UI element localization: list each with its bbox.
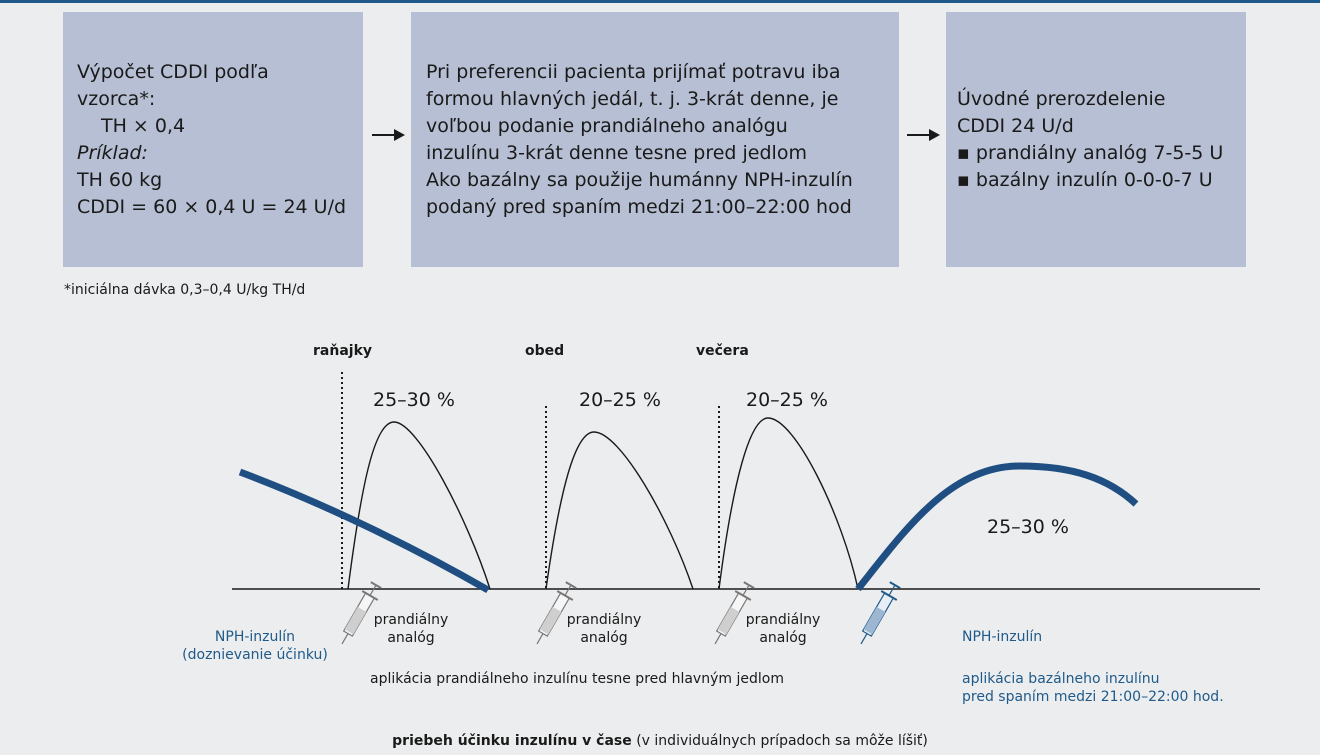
syringe-icon bbox=[536, 581, 577, 645]
nph-basal-curve bbox=[855, 462, 1139, 592]
prandial-label-breakfast: prandiálny analóg bbox=[373, 612, 449, 646]
breakfast-prandial-curve bbox=[347, 421, 491, 590]
lunch-label: obed bbox=[525, 343, 565, 359]
syringe-icon bbox=[341, 581, 382, 645]
lunch-prandial-curve bbox=[545, 431, 694, 590]
dinner-prandial-curve bbox=[718, 417, 859, 590]
dinner-percentage: 20–25 % bbox=[746, 389, 828, 411]
preference-line-6: podaný pred spaním medzi 21:00–22:00 hod bbox=[426, 195, 852, 218]
footnote: *iniciálna dávka 0,3–0,4 U/kg TH/d bbox=[64, 282, 306, 298]
nph-basal-label: NPH-inzulín bbox=[962, 629, 1043, 645]
distribution-bullet-2: ▪ bazálny inzulín 0-0-0-7 U bbox=[957, 168, 1213, 191]
formula: TH × 0,4 bbox=[101, 114, 186, 137]
distribution-box: Úvodné prerozdelenie CDDI 24 U/d ▪ prand… bbox=[946, 12, 1246, 267]
dinner-label: večera bbox=[696, 343, 749, 359]
breakfast-percentage: 25–30 % bbox=[373, 389, 455, 411]
nph-waning-label: NPH-inzulín (doznievanie účinku) bbox=[182, 629, 328, 663]
preference-box: Pri preferencii pacienta prijímať potrav… bbox=[411, 12, 899, 267]
syringe-icon bbox=[714, 581, 755, 645]
diagram-caption: priebeh účinku inzulínu v čase (v indivi… bbox=[0, 733, 1320, 749]
caption-normal: (v individuálnych prípadoch sa môže líši… bbox=[631, 733, 928, 749]
example-result: CDDI = 60 × 0,4 U = 24 U/d bbox=[77, 195, 347, 218]
distribution-title-2: CDDI 24 U/d bbox=[957, 114, 1074, 137]
preference-line-5: Ako bazálny sa použije humánny NPH-inzul… bbox=[426, 168, 853, 191]
caption-bold: priebeh účinku inzulínu v čase bbox=[392, 733, 632, 749]
preference-line-3: voľbou podanie prandiálneho analógu bbox=[426, 114, 788, 137]
arrow-1 bbox=[372, 129, 405, 141]
prandial-label-dinner: prandiálny analóg bbox=[745, 612, 821, 646]
breakfast-label: raňajky bbox=[313, 343, 373, 359]
preference-line-4: inzulínu 3-krát denne tesne pred jedlom bbox=[426, 141, 807, 164]
example-weight: TH 60 kg bbox=[77, 168, 163, 191]
top-accent-line bbox=[0, 0, 1320, 3]
example-label: Príklad: bbox=[77, 141, 148, 164]
nph-waning-curve bbox=[238, 468, 490, 594]
basal-syringe-icon bbox=[860, 581, 901, 645]
prandial-application-note: aplikácia prandiálneho inzulínu tesne pr… bbox=[370, 671, 784, 687]
basal-application-note: aplikácia bazálneho inzulínu pred spaním… bbox=[962, 671, 1224, 705]
lunch-percentage: 20–25 % bbox=[579, 389, 661, 411]
formula-title-1: Výpočet CDDI podľa bbox=[77, 60, 269, 83]
distribution-bullet-1: ▪ prandiálny analóg 7-5-5 U bbox=[957, 141, 1224, 164]
preference-line-2: formou hlavných jedál, t. j. 3-krát denn… bbox=[426, 87, 839, 110]
distribution-title-1: Úvodné prerozdelenie bbox=[957, 87, 1166, 110]
formula-title-2: vzorca*: bbox=[77, 87, 156, 110]
formula-box: Výpočet CDDI podľa vzorca*: TH × 0,4 Prí… bbox=[63, 12, 363, 267]
preference-line-1: Pri preferencii pacienta prijímať potrav… bbox=[426, 60, 841, 83]
prandial-label-lunch: prandiálny analóg bbox=[566, 612, 642, 646]
arrow-2 bbox=[907, 129, 940, 141]
basal-percentage: 25–30 % bbox=[987, 516, 1069, 538]
